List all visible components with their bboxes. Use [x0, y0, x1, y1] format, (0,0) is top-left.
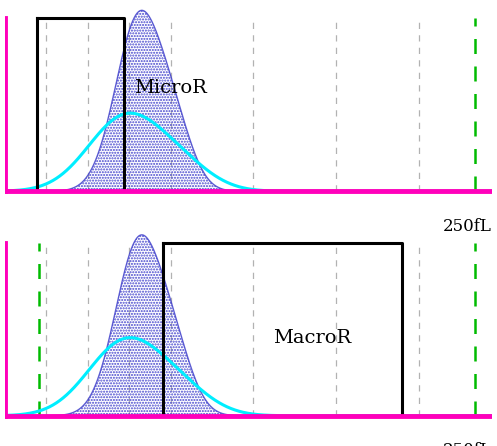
Text: MicroR: MicroR	[134, 78, 207, 97]
Text: MacroR: MacroR	[273, 329, 351, 347]
Text: 250fL: 250fL	[443, 442, 492, 446]
Text: 250fL: 250fL	[443, 218, 492, 235]
